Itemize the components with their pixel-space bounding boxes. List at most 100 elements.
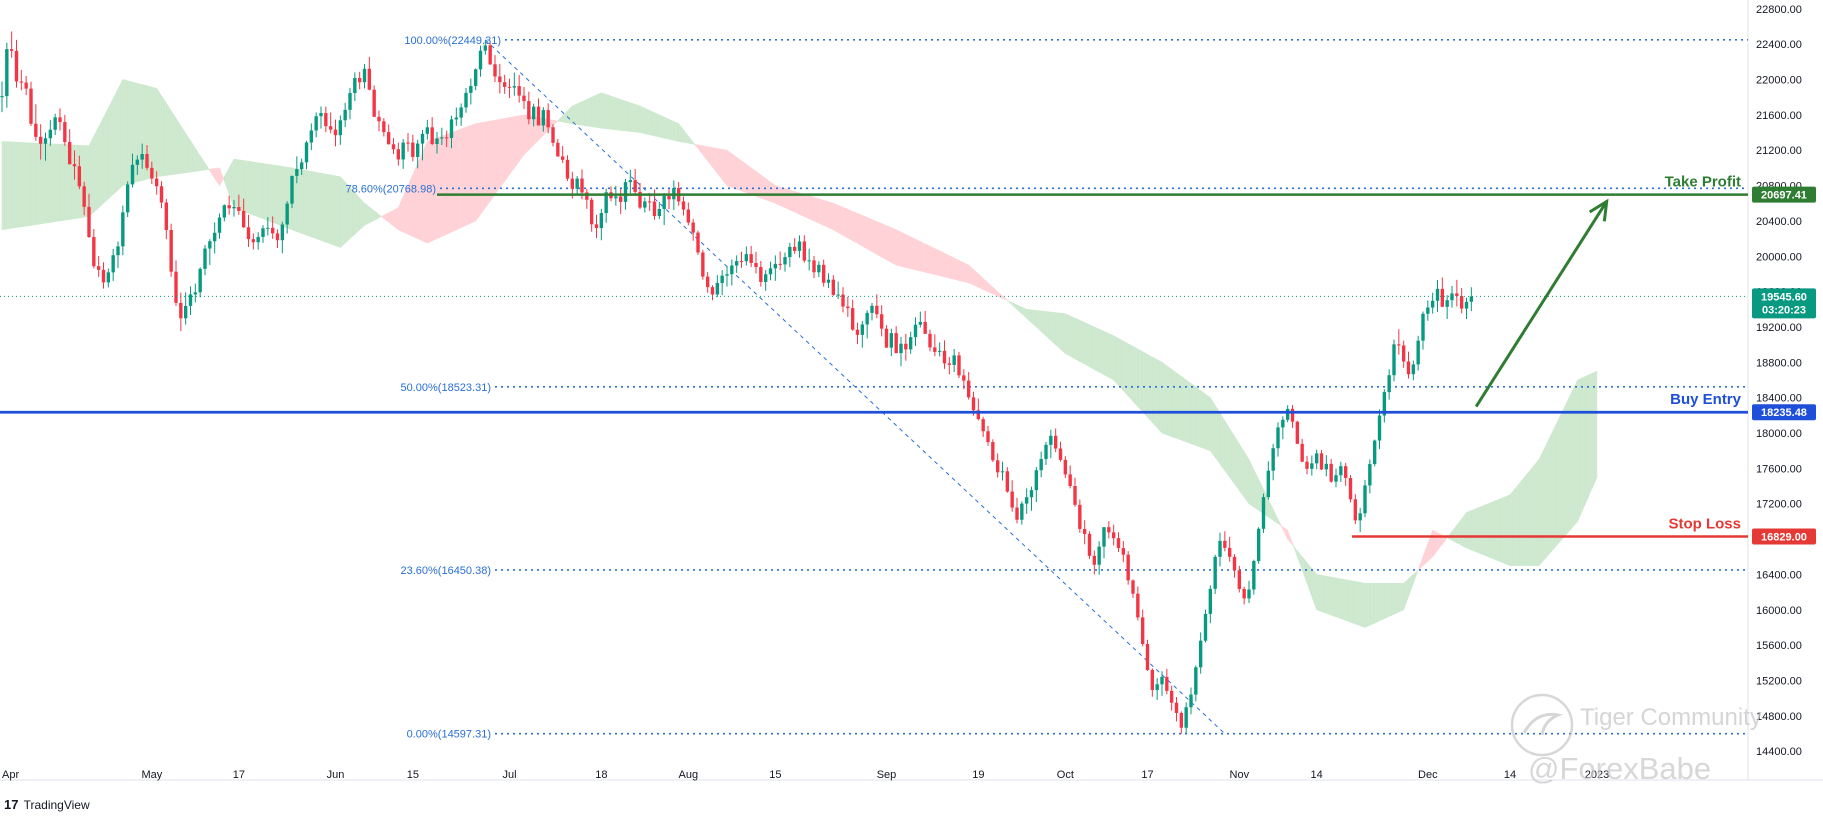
ichimoku-cloud-segment bbox=[1241, 446, 1245, 499]
ichimoku-cloud-segment bbox=[939, 250, 943, 277]
candle-body bbox=[1411, 364, 1416, 375]
ichimoku-cloud-segment bbox=[175, 117, 179, 175]
ichimoku-cloud-segment bbox=[596, 93, 600, 129]
candle-body bbox=[734, 261, 739, 266]
ichimoku-cloud-segment bbox=[632, 103, 636, 133]
projection-arrow-shaft[interactable] bbox=[1474, 200, 1608, 408]
current-price-tag-text: 03:20:23 bbox=[1762, 304, 1806, 316]
candle-body bbox=[730, 265, 734, 275]
ichimoku-cloud-segment bbox=[395, 207, 399, 231]
ichimoku-cloud-segment bbox=[25, 142, 29, 227]
y-axis-tick-label: 21200.00 bbox=[1756, 145, 1802, 157]
ichimoku-cloud-segment bbox=[458, 128, 462, 230]
candle-body bbox=[1102, 527, 1106, 547]
ichimoku-cloud-segment bbox=[453, 130, 457, 232]
ichimoku-cloud-segment bbox=[1364, 582, 1368, 628]
ichimoku-cloud-segment bbox=[1168, 367, 1172, 437]
buy-entry-tag[interactable] bbox=[1752, 404, 1816, 421]
tiger-logo-stroke bbox=[1522, 712, 1564, 736]
ichimoku-cloud-segment bbox=[187, 135, 191, 173]
ichimoku-cloud-segment bbox=[1190, 382, 1194, 445]
ichimoku-cloud-segment bbox=[1089, 324, 1093, 369]
ichimoku-cloud-segment bbox=[492, 119, 496, 199]
ichimoku-cloud-segment bbox=[1210, 396, 1214, 455]
candle-body bbox=[667, 196, 671, 200]
ichimoku-cloud-segment bbox=[1509, 491, 1513, 566]
ichimoku-cloud-segment bbox=[117, 84, 121, 191]
candle-body bbox=[227, 205, 231, 209]
ichimoku-cloud-segment bbox=[789, 189, 793, 212]
current-price-tag[interactable] bbox=[1752, 288, 1816, 319]
ichimoku-cloud-segment bbox=[13, 141, 17, 229]
ichimoku-cloud-segment bbox=[1313, 570, 1317, 610]
stop-loss-tag[interactable] bbox=[1752, 528, 1816, 545]
candle-body bbox=[947, 363, 952, 365]
ichimoku-cloud-segment bbox=[95, 126, 99, 211]
plot-area[interactable] bbox=[0, 0, 1748, 760]
ichimoku-cloud-segment bbox=[182, 128, 186, 174]
ichimoku-cloud-segment bbox=[443, 133, 447, 236]
ichimoku-cloud-segment bbox=[298, 168, 302, 234]
candle-body bbox=[1382, 392, 1387, 416]
ichimoku-cloud-segment bbox=[112, 93, 116, 196]
ichimoku-cloud-segment bbox=[1594, 370, 1598, 483]
ichimoku-cloud-segment bbox=[1388, 582, 1392, 617]
ichimoku-cloud-segment bbox=[910, 236, 914, 270]
ichimoku-cloud-segment bbox=[1164, 363, 1168, 436]
x-axis-tick-label: 2023 bbox=[1585, 769, 1609, 781]
ichimoku-cloud-segment bbox=[506, 117, 510, 179]
candle-body bbox=[1348, 477, 1353, 500]
ichimoku-cloud-segment bbox=[1050, 311, 1054, 344]
candle-body bbox=[1401, 345, 1406, 362]
candle-body bbox=[1015, 507, 1019, 520]
ichimoku-cloud-segment bbox=[1553, 424, 1557, 550]
ichimoku-cloud-segment bbox=[1, 141, 5, 231]
candle-body bbox=[1150, 670, 1155, 690]
candle-body bbox=[319, 113, 323, 117]
ichimoku-cloud-segment bbox=[1393, 582, 1397, 615]
ichimoku-cloud-segment bbox=[460, 127, 464, 229]
ichimoku-cloud-segment bbox=[28, 142, 32, 227]
ichimoku-cloud-segment bbox=[934, 248, 938, 276]
ichimoku-cloud-segment bbox=[303, 169, 307, 236]
candle-body bbox=[817, 264, 821, 273]
take-profit-tag[interactable] bbox=[1752, 186, 1816, 203]
ichimoku-cloud-segment bbox=[185, 132, 189, 174]
candle-body bbox=[1334, 475, 1338, 482]
ichimoku-cloud-segment bbox=[743, 162, 747, 194]
ichimoku-cloud-segment bbox=[982, 277, 986, 291]
candle-body bbox=[1261, 497, 1266, 529]
ichimoku-cloud-segment bbox=[784, 188, 788, 210]
candle-body bbox=[739, 261, 744, 263]
candle-body bbox=[570, 178, 575, 189]
candle-body bbox=[1314, 453, 1319, 464]
candle-body bbox=[884, 328, 889, 348]
candle-body bbox=[657, 208, 662, 217]
ichimoku-cloud-segment bbox=[359, 197, 363, 231]
candle-body bbox=[164, 202, 169, 231]
ichimoku-cloud-segment bbox=[1521, 476, 1525, 566]
candle-body bbox=[1218, 540, 1222, 557]
candle-body bbox=[821, 264, 826, 283]
ichimoku-cloud-segment bbox=[332, 175, 336, 247]
ichimoku-cloud-segment bbox=[907, 235, 911, 270]
ichimoku-cloud-segment bbox=[308, 170, 312, 238]
candle-body bbox=[96, 266, 101, 270]
ichimoku-cloud-segment bbox=[1183, 377, 1187, 443]
ichimoku-cloud-segment bbox=[733, 154, 737, 190]
ichimoku-cloud-segment bbox=[412, 168, 416, 238]
candle-body bbox=[1145, 643, 1150, 671]
candle-body bbox=[720, 275, 724, 283]
candle-body bbox=[531, 106, 536, 120]
candle-body bbox=[1319, 453, 1324, 470]
candle-body bbox=[1063, 459, 1068, 475]
candle-body bbox=[628, 180, 633, 183]
ichimoku-cloud-segment bbox=[1386, 582, 1390, 618]
candle-body bbox=[855, 329, 860, 335]
candle-body bbox=[372, 89, 376, 117]
ichimoku-cloud-segment bbox=[1514, 485, 1518, 566]
candle-body bbox=[1000, 471, 1005, 473]
ichimoku-cloud-segment bbox=[634, 103, 638, 133]
